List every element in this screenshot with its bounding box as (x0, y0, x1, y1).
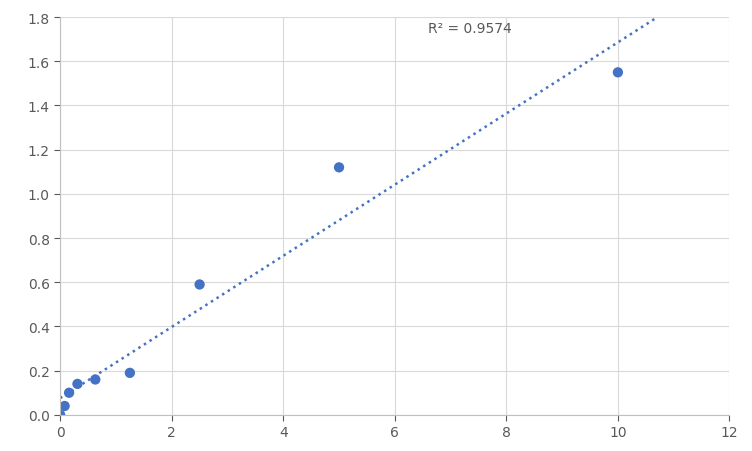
Point (71, 381, 83, 388)
Point (63, 389, 75, 396)
Point (333, 164, 345, 171)
Point (193, 281, 205, 289)
Point (124, 369, 136, 377)
Point (54, 411, 66, 419)
Point (59, 402, 71, 410)
Point (89, 376, 102, 383)
Text: R² = 0.9574: R² = 0.9574 (428, 22, 512, 36)
Point (612, 69, 624, 77)
